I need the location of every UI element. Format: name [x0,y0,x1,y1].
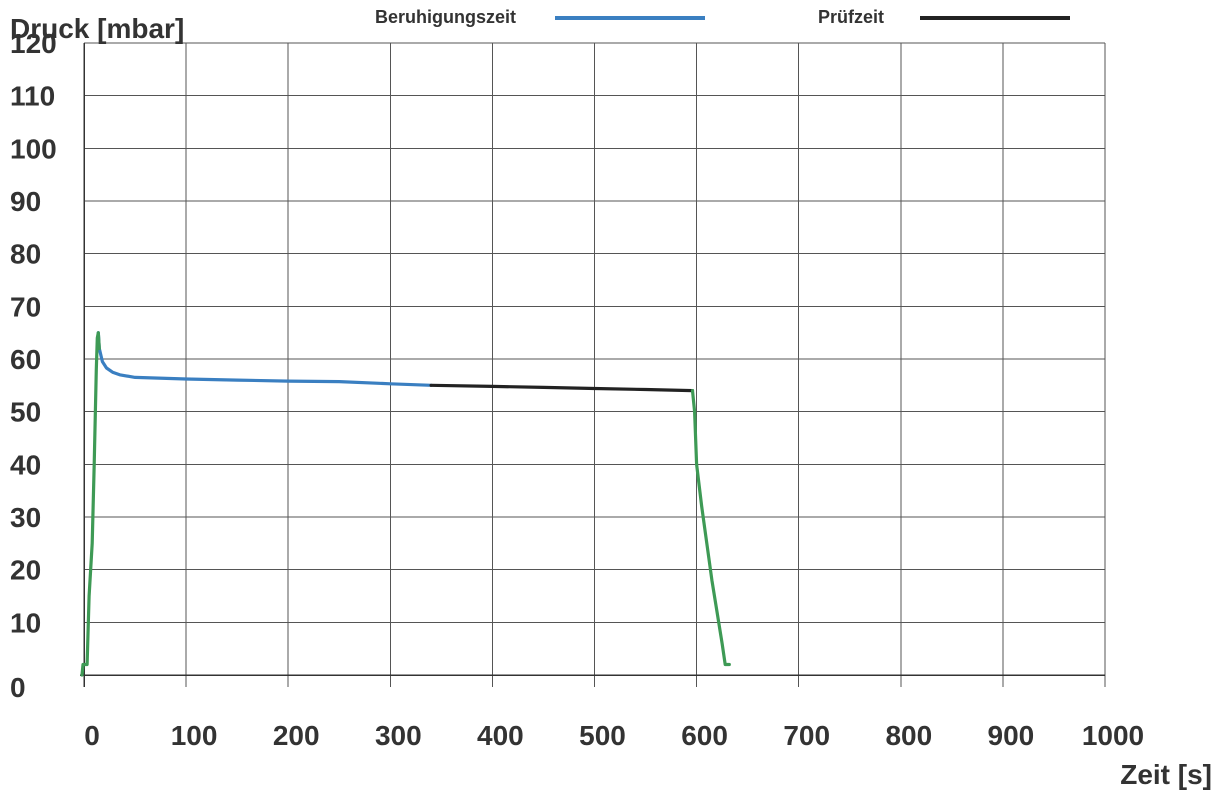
x-tick-labels: 0 100 200 300 400 500 600 700 800 900 1000 [84,720,1144,751]
y-tick-labels: 0 10 20 30 40 50 60 70 80 90 100 110 120 [10,28,57,703]
axes [80,43,1105,687]
y-tick-label-40: 40 [10,449,41,480]
y-tick-label-70: 70 [10,291,41,322]
y-tick-label-120: 120 [10,28,57,59]
y-tick-label-30: 30 [10,502,41,533]
x-tick-label-300: 300 [375,720,422,751]
legend-label-beruhigungszeit: Beruhigungszeit [375,7,516,27]
y-tick-label-90: 90 [10,186,41,217]
x-tick-label-200: 200 [273,720,320,751]
x-tick-label-600: 600 [681,720,728,751]
y-tick-label-20: 20 [10,555,41,586]
y-tick-label-0: 0 [10,672,26,703]
y-tick-label-100: 100 [10,133,57,164]
x-tick-label-800: 800 [885,720,932,751]
x-tick-label-0: 0 [84,720,100,751]
y-tick-label-10: 10 [10,607,41,638]
series-line-unlabeled-2 [80,331,101,677]
y-tick-label-50: 50 [10,397,41,428]
series-line-prüfzeit [429,383,695,393]
x-axis-title: Zeit [s] [1120,759,1212,790]
y-axis-title: Druck [mbar] [10,13,184,44]
series-line-beruhigungszeit [96,331,433,387]
x-tick-label-500: 500 [579,720,626,751]
legend: Beruhigungszeit Prüfzeit [375,7,1070,27]
y-tick-label-110: 110 [10,81,55,112]
series-line-unlabeled-3 [690,389,731,667]
grid [84,42,1106,687]
x-tick-label-700: 700 [783,720,830,751]
legend-label-pruefzeit: Prüfzeit [818,7,884,27]
y-tick-label-80: 80 [10,239,41,270]
x-tick-label-100: 100 [171,720,218,751]
x-tick-label-400: 400 [477,720,524,751]
data-series [80,331,731,677]
y-tick-label-60: 60 [10,344,41,375]
x-tick-label-1000: 1000 [1082,720,1144,751]
x-tick-label-900: 900 [988,720,1035,751]
